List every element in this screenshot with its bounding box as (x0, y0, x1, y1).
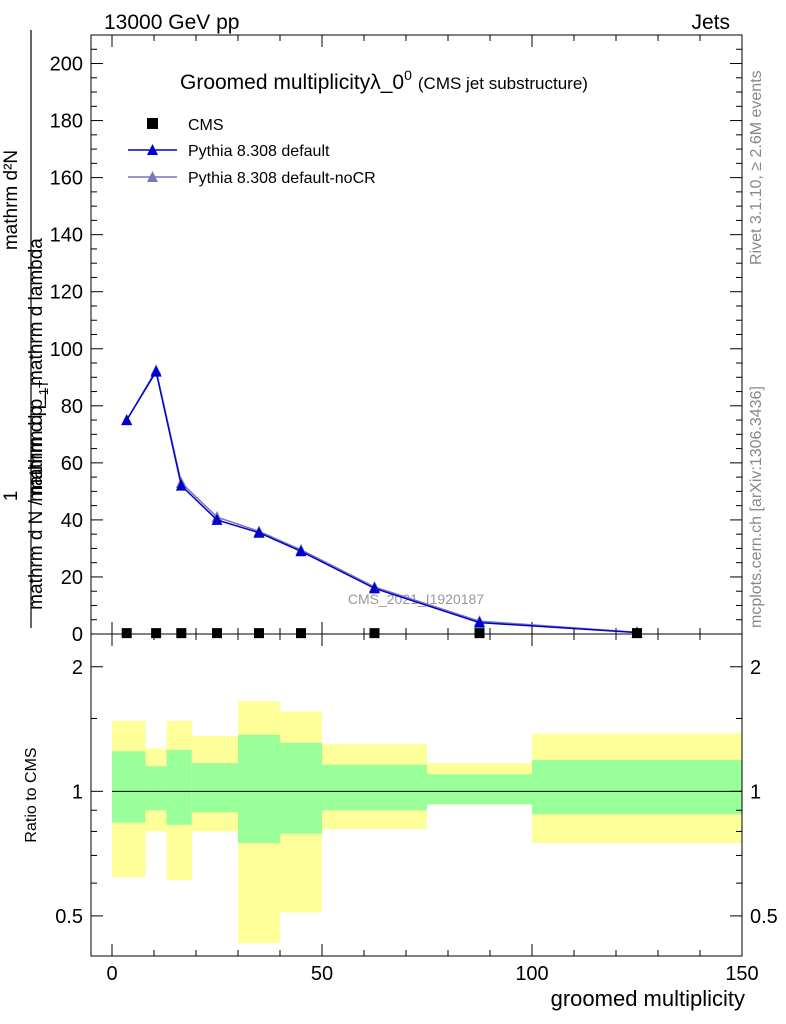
ratio-band-inner (112, 751, 146, 823)
main-y-ticks: 0 20 40 60 80 100 120 140 160 180 200 (50, 48, 742, 646)
ratio-ytick-label-right: 0.5 (750, 906, 778, 928)
ylabel-numerator: mathrm d²N (1, 150, 22, 250)
ratio-band-inner (280, 742, 322, 834)
ratio-ytick-label-right: 2 (750, 657, 761, 679)
series-point-cms (369, 628, 380, 639)
header-left: 13000 GeV pp (104, 11, 239, 34)
legend: CMS Pythia 8.308 default Pythia 8.308 de… (128, 117, 376, 187)
ratio-bands (112, 701, 742, 944)
series-point-pythia-default (175, 479, 187, 491)
ratio-xtick-label: 0 (106, 963, 117, 985)
ylabel-denominator-sub: T (36, 380, 51, 388)
ratio-ytick-label: 2 (72, 657, 83, 679)
watermark: CMS_2021_I1920187 (348, 591, 484, 607)
series-point-cms (121, 628, 132, 639)
ratio-plot-panel: 0.5 0.5 1 1 2 2 0 50 100 150 Ratio to CMS groome… (23, 633, 778, 1011)
ratio-band-inner (532, 760, 742, 815)
legend-label-nocr: Pythia 8.308 default-noCR (188, 170, 376, 187)
ylabel-denominator: mathrm d N / mathrm d p_T (26, 380, 51, 610)
legend-marker-nocr (147, 171, 158, 182)
ratio-band-inner (145, 766, 167, 811)
chart-subtitle: (CMS jet substructure) (418, 74, 588, 93)
series-point-pythia-default (121, 414, 133, 426)
ratio-ytick-label-right: 1 (750, 781, 761, 803)
ylabel-denominator-a: mathrm d N / mathrm d p_ (26, 388, 47, 610)
chart-title-main: Groomed multiplicityλ_0 (180, 71, 404, 94)
ratio-y-ticks: 0.5 0.5 1 1 2 2 (55, 657, 778, 928)
legend-marker-cms (147, 118, 158, 129)
series-point-pythia-default (369, 582, 380, 594)
main-ytick-label: 120 (50, 282, 83, 304)
main-ytick-label: 180 (50, 111, 83, 133)
ratio-band-inner (238, 734, 280, 844)
series-point-cms (151, 628, 162, 639)
mcplots-label: mcplots.cern.ch [arXiv:1306.3436] (748, 386, 765, 628)
main-ytick-label: 0 (72, 624, 83, 646)
ratio-plot-frame (90, 633, 743, 957)
series-point-pythia-default (295, 545, 307, 557)
series-point-pythia-default (211, 513, 223, 525)
ratio-xtick-label: 150 (725, 963, 758, 985)
main-ytick-label: 60 (61, 453, 83, 475)
main-ytick-label: 80 (61, 396, 83, 418)
header-right: Jets (691, 11, 730, 34)
ylabel-numerator-text: mathrm d²N (1, 150, 22, 250)
series-point-cms (254, 628, 264, 639)
series-point-pythia-default (474, 616, 485, 628)
legend-marker-default (147, 144, 158, 155)
rivet-label: Rivet 3.1.10, ≥ 2.6M events (748, 70, 765, 265)
legend-label-default: Pythia 8.308 default (188, 143, 330, 160)
main-ytick-label: 20 (61, 567, 83, 589)
ylabel-middle-sub: 1 (36, 388, 51, 395)
main-ytick-label: 40 (61, 510, 83, 532)
series-point-pythia-default (150, 365, 162, 377)
main-ytick-label: 140 (50, 225, 83, 247)
main-ytick-label: 200 (50, 54, 83, 76)
x-axis-label: groomed multiplicity (551, 986, 745, 1011)
series-point-cms (296, 628, 306, 639)
chart-title: Groomed multiplicityλ_00 (CMS jet substru… (180, 67, 588, 94)
ratio-ytick-label: 0.5 (55, 906, 83, 928)
series-point-cms (474, 628, 485, 639)
ratio-band-inner (427, 774, 532, 805)
main-ytick-label: 100 (50, 339, 83, 361)
ylabel-middle-b: mathrm d lambda (26, 238, 47, 386)
ratio-band-inner (322, 764, 427, 811)
ratio-xtick-label: 50 (311, 963, 333, 985)
main-plot-panel: 0 20 40 60 80 100 120 140 160 180 200 CMS_2021_I19… (1, 30, 743, 646)
ratio-band-inner (166, 749, 192, 825)
series-point-pythia-default (253, 526, 265, 538)
ratio-band-inner (191, 763, 238, 813)
main-series-group (121, 364, 643, 639)
ratio-x-ticks: 0 50 100 150 (106, 634, 759, 985)
ratio-y-axis-label: Ratio to CMS (23, 747, 40, 842)
ratio-xtick-label: 100 (515, 963, 548, 985)
series-point-cms (212, 628, 222, 639)
legend-label-cms: CMS (188, 117, 224, 134)
ylabel-one: 1 (1, 491, 22, 502)
ratio-ytick-label: 1 (72, 781, 83, 803)
series-point-cms (632, 628, 642, 639)
main-ytick-label: 160 (50, 168, 83, 190)
main-y-axis-label: 1 mathrm d²N mathrm d p_1mathrm d lambda… (1, 30, 51, 628)
chart-title-sup: 0 (404, 67, 412, 83)
series-point-cms (176, 628, 187, 639)
